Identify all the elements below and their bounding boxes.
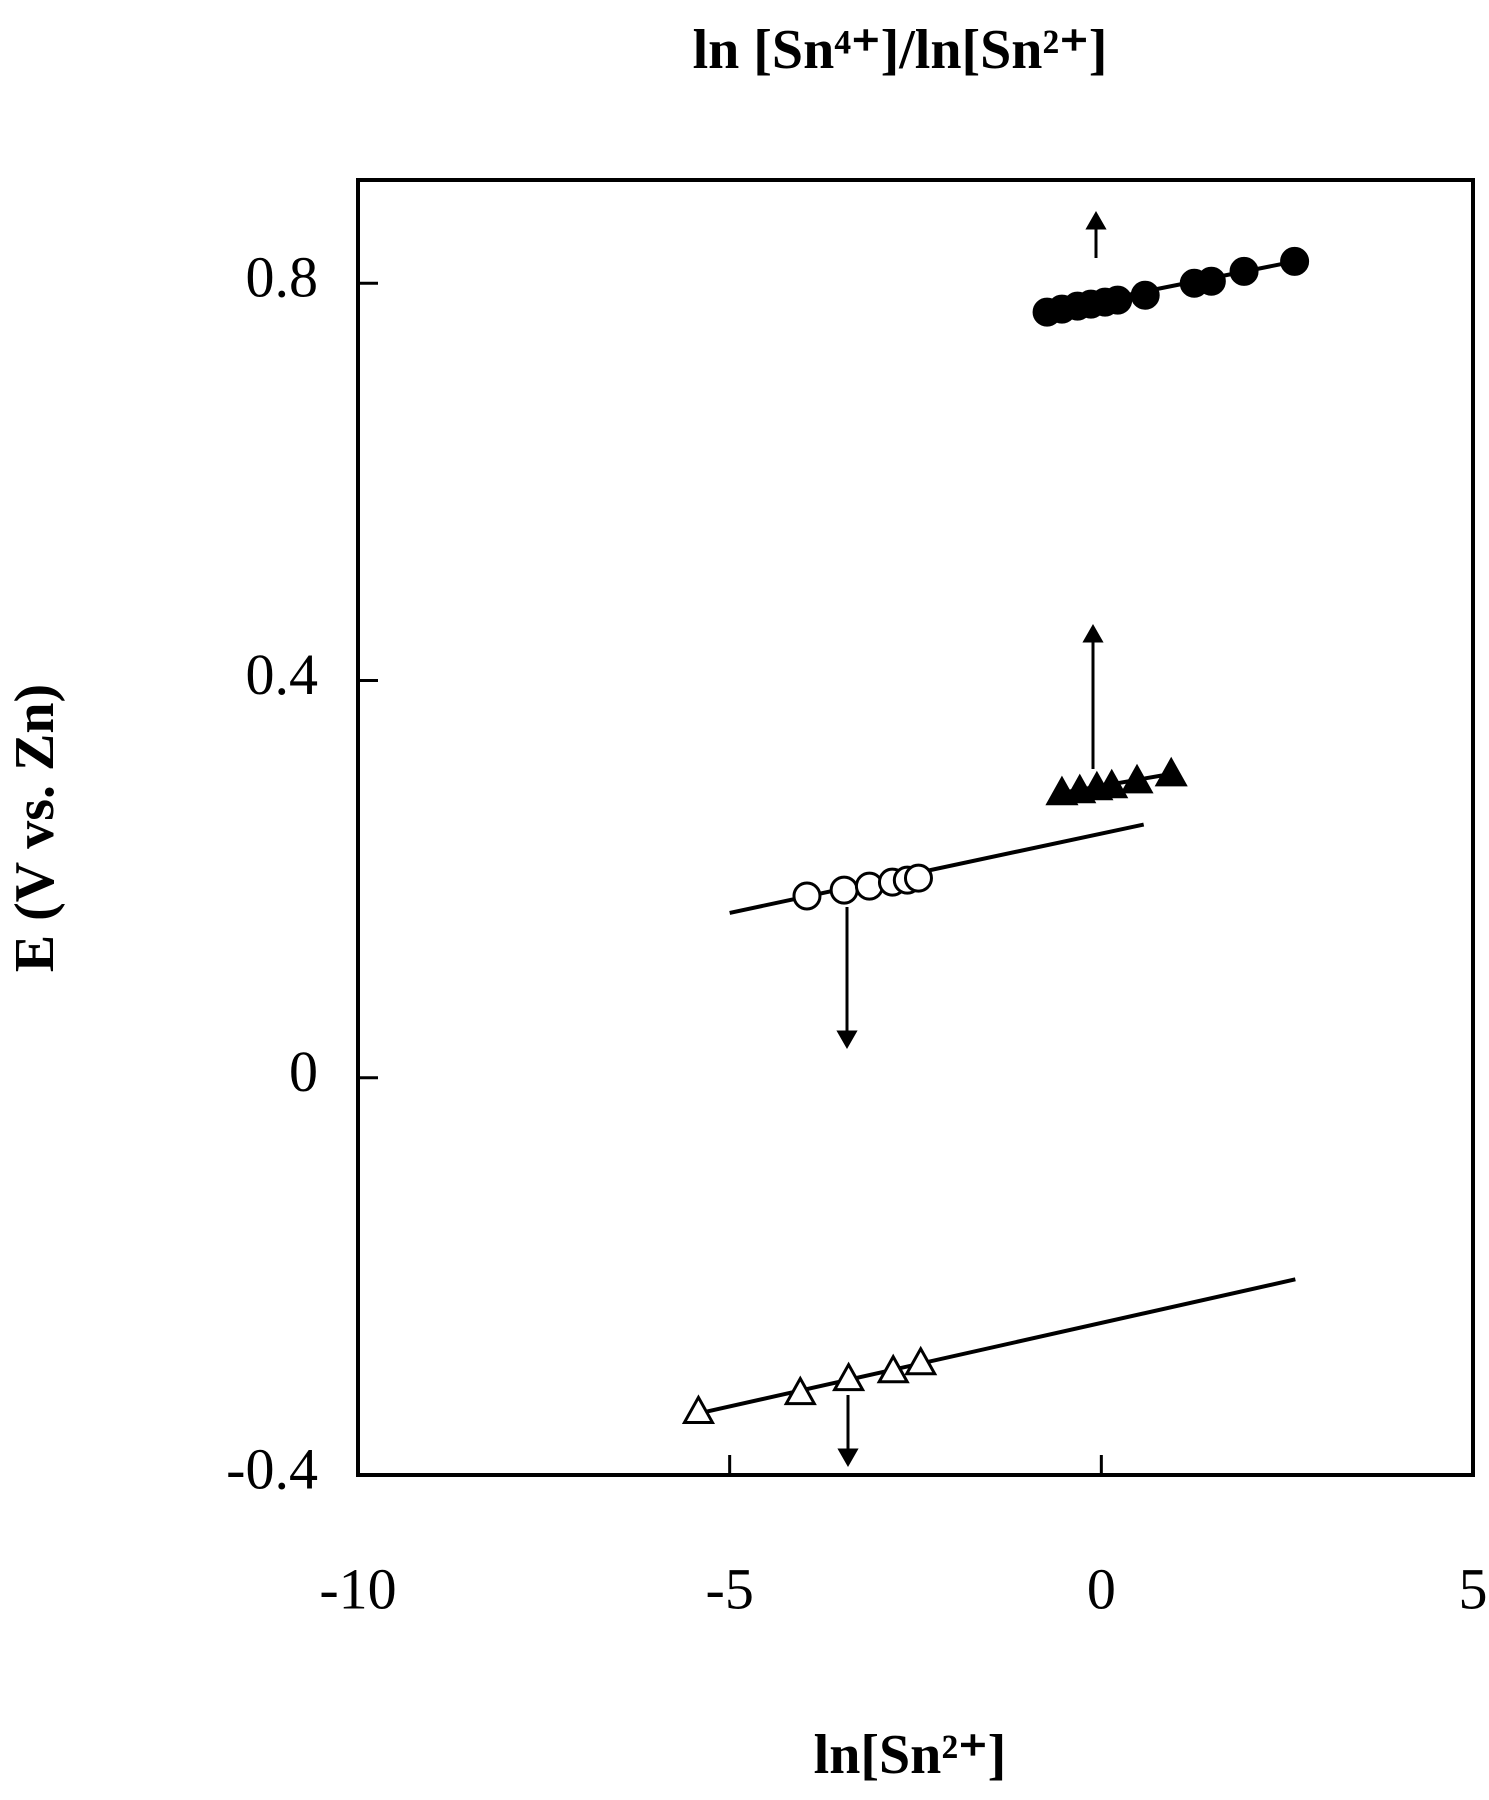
point: [832, 1361, 866, 1392]
x-tick-label: -5: [706, 1556, 754, 1621]
point: [1154, 756, 1188, 787]
arrow-head: [837, 1448, 859, 1468]
x-tick-label: -10: [319, 1556, 396, 1621]
point: [1130, 280, 1160, 310]
point: [1120, 763, 1154, 794]
point: [904, 1345, 938, 1376]
fit-line: [729, 822, 1145, 915]
fit-line: [698, 1277, 1296, 1416]
arrow-head: [1085, 210, 1107, 230]
y-tick-label: 0: [289, 1039, 318, 1104]
point: [681, 1394, 716, 1424]
arrows: [836, 210, 1107, 1468]
chart-title: ln [Sn⁴⁺]/ln[Sn²⁺]: [693, 19, 1108, 81]
point: [1196, 266, 1226, 296]
point: [1229, 256, 1259, 286]
point: [903, 863, 933, 893]
y-tick-label: 0.4: [246, 642, 319, 707]
x-tick-label: 0: [1087, 1556, 1116, 1621]
plot-frame: [356, 178, 1475, 1477]
arrow-head: [1082, 623, 1104, 643]
arrow-head: [836, 1030, 858, 1050]
point: [783, 1375, 817, 1406]
point: [1103, 285, 1133, 315]
y-tick-label: 0.8: [246, 245, 319, 310]
x-tick-label: 5: [1459, 1556, 1488, 1621]
y-axis-label: E (V vs. Zn): [4, 684, 66, 972]
point: [1280, 246, 1310, 276]
point: [792, 881, 822, 911]
x-axis-label: ln[Sn²⁺]: [814, 1724, 1007, 1786]
point: [876, 1353, 910, 1384]
point: [829, 875, 859, 905]
y-tick-label: -0.4: [226, 1436, 318, 1501]
point: [1095, 768, 1129, 799]
